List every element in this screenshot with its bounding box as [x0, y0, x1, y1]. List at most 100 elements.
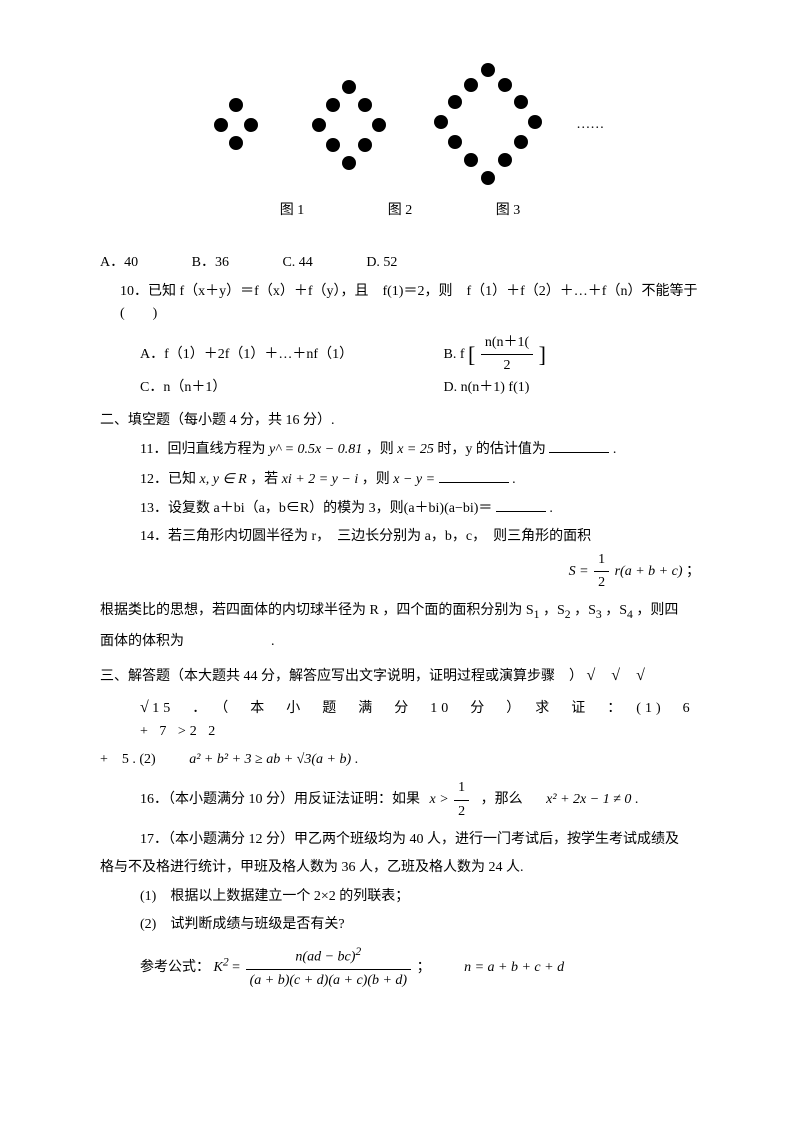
q10-opt-d: D. n(n＋1) f(1): [444, 380, 530, 395]
q14-semi: ；: [686, 564, 700, 579]
q14-c1: ，S: [543, 603, 565, 618]
q10-opts-row1: A．f（1）＋2f（1）＋…＋nf（1） B. f [ n(n＋1( 2 ]: [140, 332, 700, 378]
sqrt-icons: √ √ √: [587, 667, 645, 684]
q14-c2: ，S: [574, 603, 596, 618]
q14-s4: 4: [627, 608, 633, 621]
q10-opt-b-frac: n(n＋1( 2: [481, 332, 533, 378]
q17-sub1: (1) 根据以上数据建立一个 2×2 的列联表；: [140, 886, 700, 908]
q11-a: 11．回归直线方程为: [140, 442, 265, 457]
q10-opt-a: A．f（1）＋2f（1）＋…＋nf（1）: [140, 344, 440, 366]
figure-1-dots: [196, 85, 276, 165]
figure-2-label: 图 2: [388, 200, 413, 222]
q16-end: .: [635, 792, 639, 807]
q16: 16．（本小题满分 10 分）用反证法证明：如果 x > 1 2 ，那么 x² …: [140, 777, 700, 823]
q15-a: 15 ． （ 本 小 题 满 分 10 分 ） 求 证 ： (1) 6 + 7 …: [140, 701, 694, 739]
q12: 12．已知 x, y ∈ R ，若 xi + 2 = y − i ，则 x − …: [140, 468, 700, 491]
figure-2-dots: [299, 75, 399, 175]
q14-line3: 面体的体积为 .: [100, 631, 700, 653]
q14-f-pre: S =: [569, 564, 589, 579]
sec3-text: 三、解答题（本大题共 44 分，解答应写出文字说明，证明过程或演算步骤 ）: [100, 669, 583, 684]
q14-f-num: 1: [594, 549, 609, 572]
q12-c: ，则: [362, 472, 390, 487]
section-2-title: 二、填空题（每小题 4 分，共 16 分）.: [100, 410, 700, 432]
q11-d: .: [613, 442, 617, 457]
q14-l2b: ，则四: [636, 603, 678, 618]
q15-formula: a² + b² + 3 ≥ ab + √3(a + b): [189, 752, 351, 767]
q14-line2: 根据类比的思想，若四面体的内切球半径为 R ，四个面的面积分别为 S1 ，S2 …: [100, 600, 700, 624]
sqrt-icon: √: [140, 699, 149, 716]
page-container: …… 图 1 图 2 图 3 A．40 B．36 C. 44 D. 52 10．…: [0, 0, 800, 1038]
q16-mid-num: 1: [454, 777, 469, 800]
q17-k: K: [214, 960, 223, 975]
q16-mid: x > 1 2: [430, 777, 472, 823]
q13-blank: [496, 497, 546, 512]
q12-eq2: xi + 2 = y − i: [282, 472, 359, 487]
q9-choices: A．40 B．36 C. 44 D. 52: [100, 252, 700, 274]
q16-frac: 1 2: [454, 777, 469, 823]
q12-eq1: x, y ∈ R: [200, 472, 247, 487]
q9-choice-b: B．36: [192, 252, 229, 274]
q14-f-den: 2: [594, 572, 609, 594]
q11-b: ，则: [366, 442, 394, 457]
q11-eq1: y^ = 0.5x − 0.81: [269, 442, 362, 457]
q16-eq: x² + 2x − 1 ≠ 0: [546, 792, 631, 807]
q14-l2a: 根据类比的思想，若四面体的内切球半径为 R ，四个面的面积分别为 S: [100, 603, 534, 618]
q15-b: + 5 . (2): [100, 752, 156, 767]
q14-frac: 1 2: [594, 549, 609, 595]
q10-opts-row2: C．n（n＋1） D. n(n＋1) f(1): [140, 377, 700, 399]
q14-line1: 14．若三角形内切圆半径为 r， 三边长分别为 a，b，c， 则三角形的面积 S…: [140, 526, 700, 594]
q12-d: .: [512, 472, 516, 487]
q17-den: (a + b)(c + d)(a + c)(b + d): [246, 970, 412, 992]
q14-l3: 面体的体积为: [100, 634, 184, 649]
q17-ref-label: 参考公式：: [140, 960, 210, 975]
q17-semi: ；: [417, 960, 431, 975]
q16-a: 16．（本小题满分 10 分）用反证法证明：如果: [140, 792, 420, 807]
section-3-title: 三、解答题（本大题共 44 分，解答应写出文字说明，证明过程或演算步骤 ） √ …: [100, 663, 700, 689]
q9-choice-c: C. 44: [282, 252, 312, 274]
q12-blank: [439, 468, 509, 483]
q14-line1-text: 14．若三角形内切圆半径为 r， 三边长分别为 a，b，c， 则三角形的面积: [140, 529, 591, 544]
q15-line2: + 5 . (2) a² + b² + 3 ≥ ab + √3(a + b) .: [100, 749, 700, 771]
q12-a: 12．已知: [140, 472, 196, 487]
q17-line1: 17．（本小题满分 12 分）甲乙两个班级均为 40 人，进行一门考试后，按学生…: [140, 829, 700, 851]
q12-eq3: x − y =: [393, 472, 435, 487]
q14-blank: [188, 631, 268, 645]
q11: 11．回归直线方程为 y^ = 0.5x − 0.81 ，则 x = 25 时，…: [140, 438, 700, 461]
q17-ref: 参考公式： K2 = n(ad − bc)2 (a + b)(c + d)(a …: [140, 943, 700, 992]
q17-eq: =: [232, 960, 243, 975]
figure-1-label: 图 1: [280, 200, 305, 222]
figure-3-label: 图 3: [496, 200, 521, 222]
q15-end: .: [355, 752, 359, 767]
q17-num: n(ad − bc)2: [246, 943, 412, 970]
q10-opt-b-prefix: B. f: [444, 347, 465, 362]
q13-text: 13．设复数 a＋bi（a，b∈R）的模为 3，则(a＋bi)(a−bi)＝: [140, 501, 492, 516]
q17-num-sup: 2: [355, 945, 361, 958]
q16-b: ，那么: [481, 792, 523, 807]
q15-line1: √ 15 ． （ 本 小 题 满 分 10 分 ） 求 证 ： (1) 6 + …: [140, 695, 700, 743]
q10-opt-b-den: 2: [481, 355, 533, 377]
q13: 13．设复数 a＋bi（a，b∈R）的模为 3，则(a＋bi)(a−bi)＝ .: [140, 497, 700, 520]
q10-opt-b-num: n(n＋1(: [481, 332, 533, 355]
q14-s1: 1: [534, 608, 540, 621]
q17-sup: 2: [223, 955, 229, 968]
q11-blank: [549, 438, 609, 453]
q10-opt-c: C．n（n＋1）: [140, 377, 440, 399]
figure-3-dots: [423, 60, 553, 190]
q16-mid-den: 2: [454, 801, 469, 823]
q10-opt-b: B. f [ n(n＋1( 2 ]: [444, 347, 546, 362]
q14-f-post: r(a + b + c): [615, 564, 683, 579]
q14-s3: 3: [596, 608, 602, 621]
q11-eq2: x = 25: [397, 442, 434, 457]
bracket-left-icon: [: [468, 342, 475, 367]
figure-labels: 图 1 图 2 图 3: [100, 200, 700, 222]
q13-end: .: [549, 501, 553, 516]
q17-frac: n(ad − bc)2 (a + b)(c + d)(a + c)(b + d): [246, 943, 412, 992]
q11-c: 时，y 的估计值为: [437, 442, 546, 457]
q14-s2: 2: [565, 608, 571, 621]
figure-row: ……: [100, 60, 700, 190]
q17-num-t: n(ad − bc): [295, 949, 355, 964]
q14-c3: ，S: [605, 603, 627, 618]
q9-choice-d: D. 52: [366, 252, 397, 274]
q17-k2: K2: [214, 960, 233, 975]
q14-formula: S = 1 2 r(a + b + c) ；: [569, 549, 700, 595]
